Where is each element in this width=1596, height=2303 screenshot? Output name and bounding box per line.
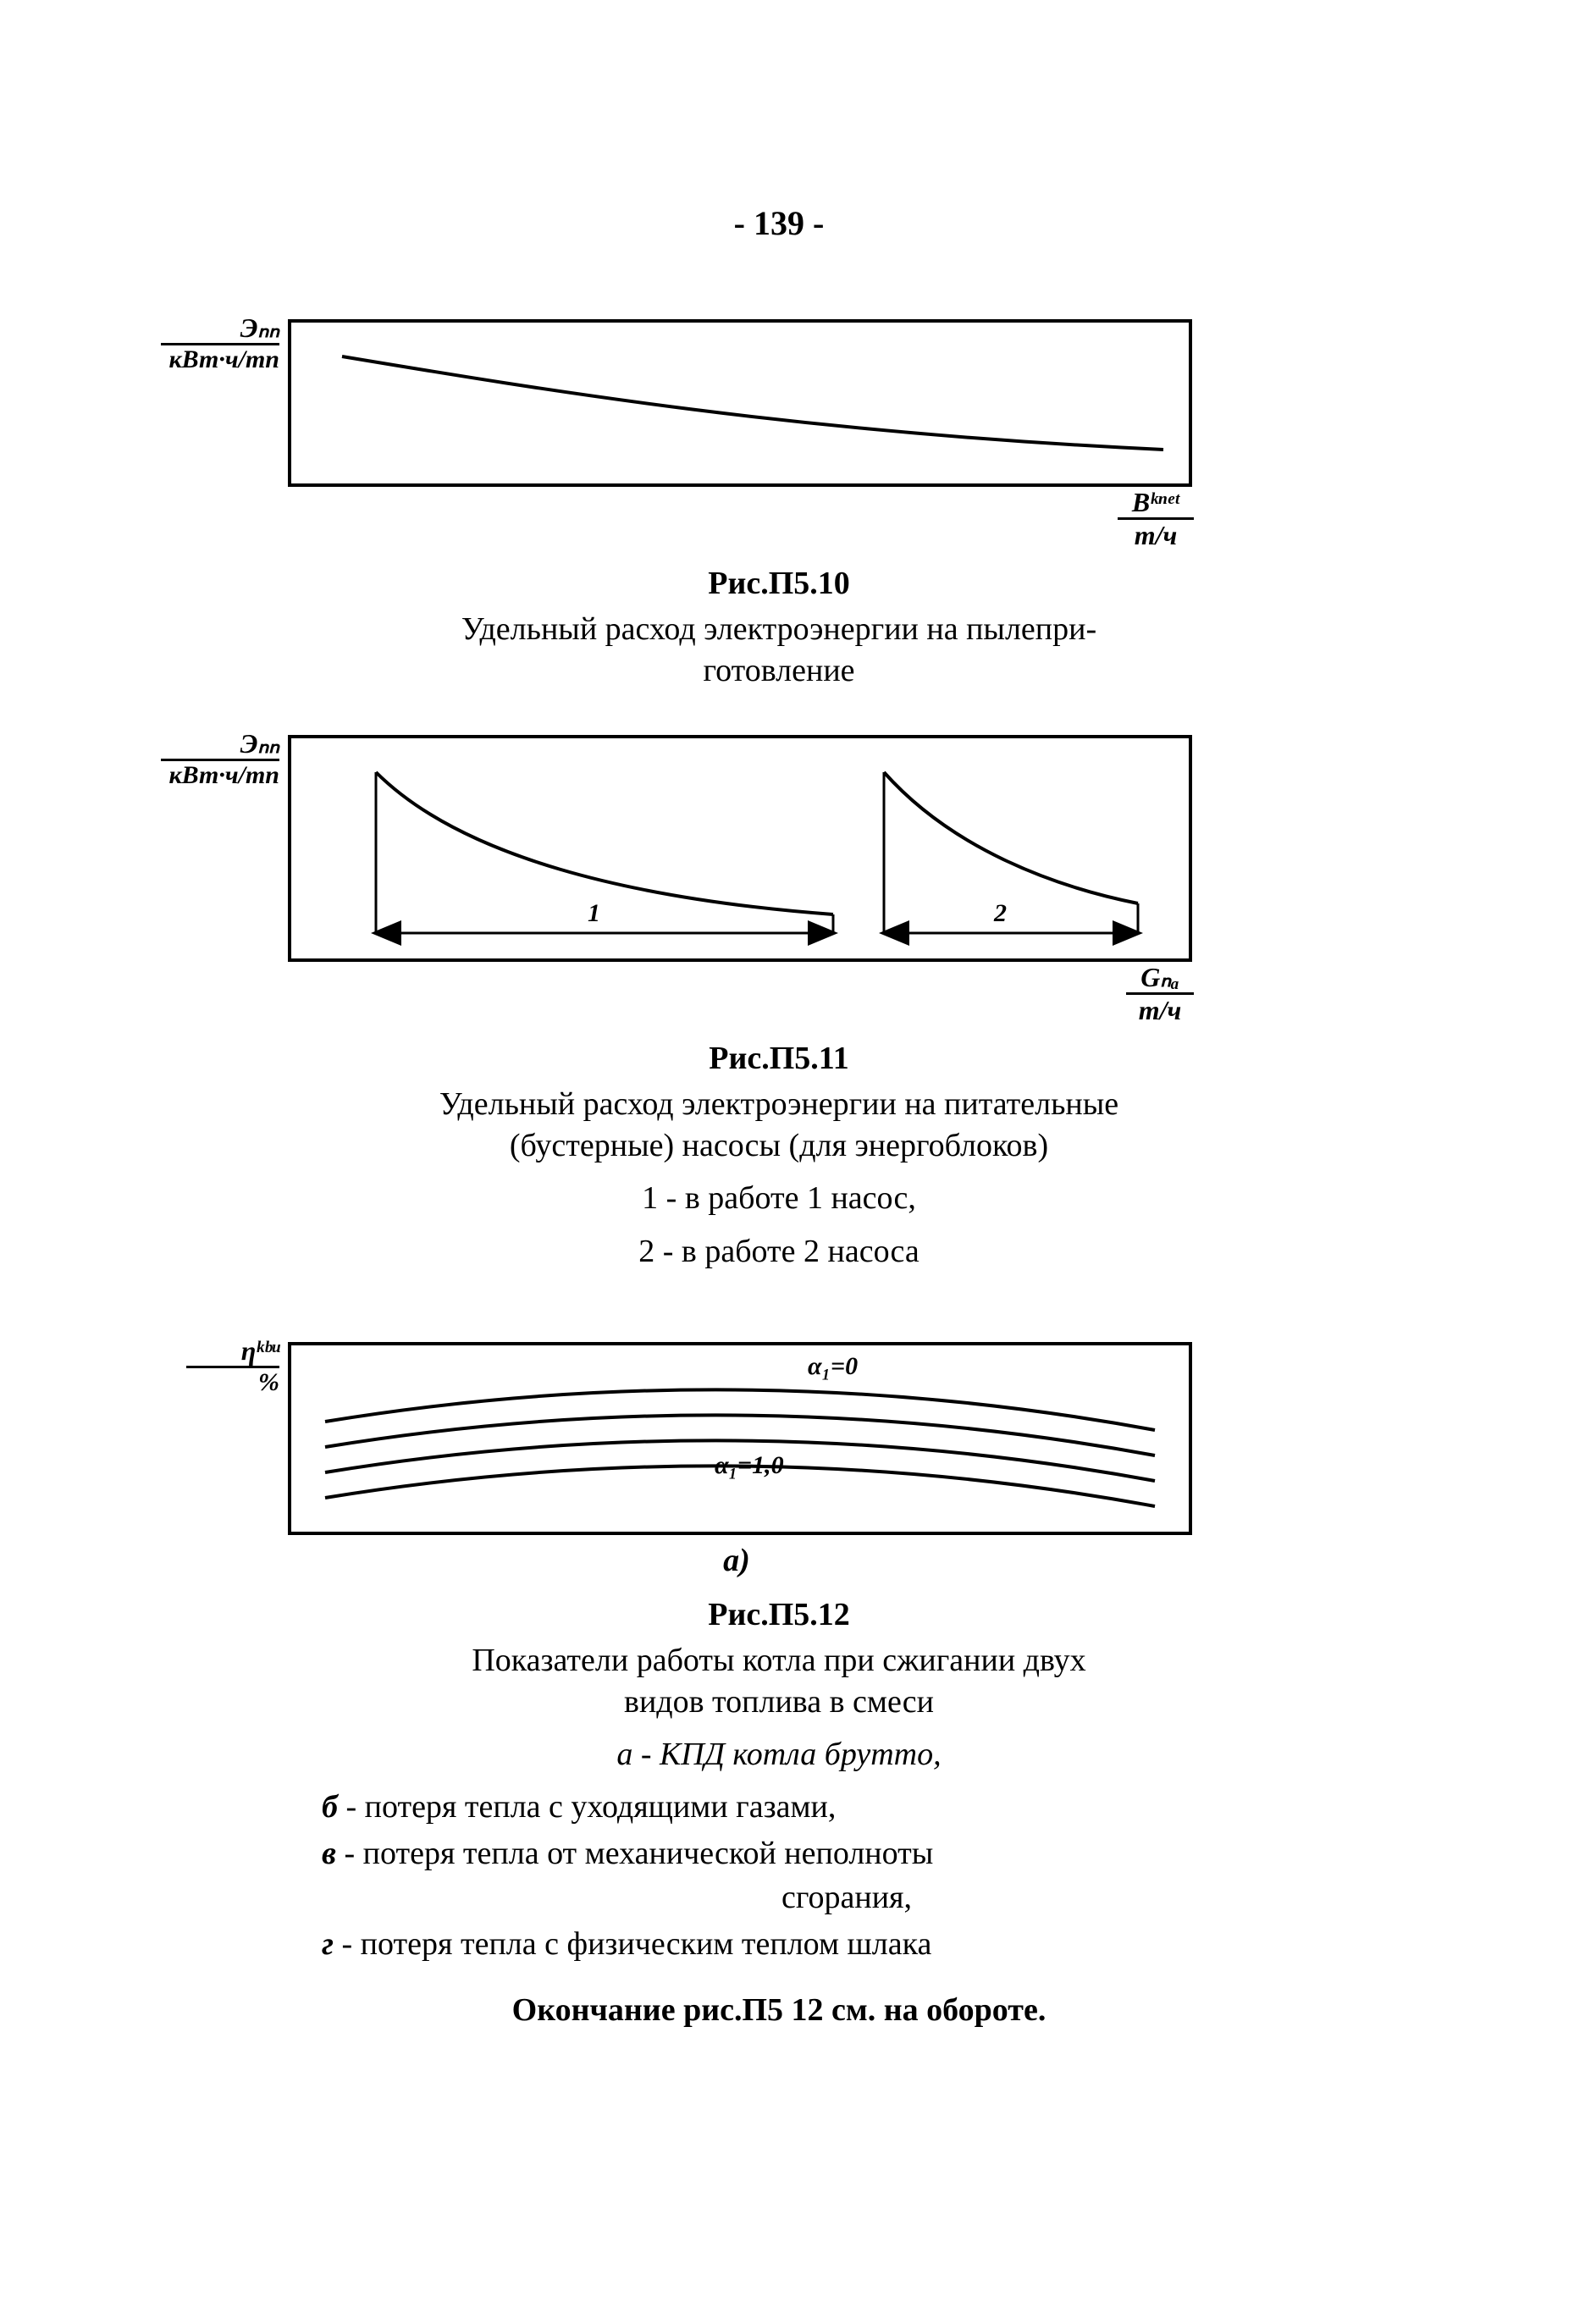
chart-11-wrap: Эₙₙ кВт·ч/тп: [288, 735, 1321, 1031]
chart-12-wrap: ηᵏᵇᵘ % α₁=0 α₁=1,0 a): [288, 1342, 1321, 1588]
x-label-bot: т/ч: [1126, 995, 1194, 1024]
chart-10-wrap: Эₙₙ кВт·ч/тп Вᵏⁿᵉᵗ т/ч: [288, 319, 1321, 556]
x-label-bot: т/ч: [1118, 520, 1194, 549]
legend-text: - потеря тепла с физическим теплом шлака: [342, 1926, 932, 1962]
fig-11-legend-1: 1 - в работе 1 насос,: [237, 1176, 1321, 1221]
fig-12-caption: Показатели работы котла при сжигании дву…: [237, 1640, 1321, 1724]
figure-p5-10: Эₙₙ кВт·ч/тп Вᵏⁿᵉᵗ т/ч Рис.П5.10 Удельны…: [237, 319, 1321, 693]
fig-10-title: Рис.П5.10: [237, 565, 1321, 602]
fig-11-legend-2: 2 - в работе 2 насоса: [237, 1229, 1321, 1274]
legend-item-g: г - потеря тепла с физическим теплом шла…: [322, 1923, 1321, 1966]
chart-12-label-top: α₁=0: [808, 1352, 858, 1381]
legend-item-b: б - потеря тепла с уходящими газами,: [322, 1786, 1321, 1829]
y-label-top: Эₙₙ: [161, 314, 279, 345]
chart-12-label-bot: α₁=1,0: [715, 1451, 784, 1480]
chart-12-sublabel: a): [288, 1540, 1185, 1582]
caption-line: Показатели работы котла при сжигании дву…: [472, 1643, 1085, 1678]
y-label-bot: кВт·ч/тп: [161, 761, 279, 788]
chart-12-y-label: ηᵏᵇᵘ %: [186, 1337, 279, 1395]
chart-10-svg: [291, 323, 1189, 483]
caption-line: Удельный расход электроэнергии на питате…: [439, 1086, 1118, 1122]
fig-12-legend-block: б - потеря тепла с уходящими газами, в -…: [322, 1786, 1321, 1966]
page: - 139 - Эₙₙ кВт·ч/тп Вᵏⁿᵉᵗ т/ч Рис.П5.10: [0, 0, 1596, 2303]
content-area: - 139 - Эₙₙ кВт·ч/тп Вᵏⁿᵉᵗ т/ч Рис.П5.10: [237, 203, 1321, 2063]
x-label-top: Gₙₐ: [1126, 964, 1194, 995]
legend-text: а - КПД котла брутто,: [616, 1737, 941, 1772]
fig-10-caption: Удельный расход электроэнергии на пылепр…: [237, 609, 1321, 693]
fig-11-caption: Удельный расход электроэнергии на питате…: [237, 1084, 1321, 1168]
chart-12-box: α₁=0 α₁=1,0: [288, 1342, 1192, 1535]
chart-10-box: [288, 319, 1192, 487]
chart-11-svg: [291, 738, 1189, 958]
figure-p5-11: Эₙₙ кВт·ч/тп: [237, 735, 1321, 1274]
caption-line: готовление: [703, 653, 854, 688]
page-number: - 139 -: [237, 203, 1321, 243]
y-label-top: ηᵏᵇᵘ: [186, 1337, 279, 1368]
fig-12-legend-a: а - КПД котла брутто,: [237, 1732, 1321, 1777]
chart-12-svg: [291, 1345, 1189, 1532]
chart-10-y-label: Эₙₙ кВт·ч/тп: [161, 314, 279, 373]
legend-item-v: в - потеря тепла от механической неполно…: [322, 1832, 1321, 1919]
fig-12-title: Рис.П5.12: [237, 1596, 1321, 1633]
caption-line: видов топлива в смеси: [624, 1684, 934, 1720]
caption-line: Удельный расход электроэнергии на пылепр…: [461, 611, 1096, 647]
chart-11-x-label: Gₙₐ т/ч: [1126, 964, 1194, 1024]
y-label-top: Эₙₙ: [161, 730, 279, 761]
legend-text: - потеря тепла от механической неполноты: [344, 1836, 933, 1871]
x-label-top: Вᵏⁿᵉᵗ: [1118, 489, 1194, 520]
chart-11-label-2: 2: [994, 899, 1007, 928]
y-label-bot: кВт·ч/тп: [161, 345, 279, 373]
chart-11-y-label: Эₙₙ кВт·ч/тп: [161, 730, 279, 788]
legend-text: - потеря тепла с уходящими газами,: [345, 1789, 836, 1825]
fig-11-title: Рис.П5.11: [237, 1040, 1321, 1077]
chart-10-x-label: Вᵏⁿᵉᵗ т/ч: [1118, 489, 1194, 549]
y-label-bot: %: [186, 1368, 279, 1395]
chart-11-box: 1 2: [288, 735, 1192, 962]
fig-12-footer: Окончание рис.П5 12 см. на обороте.: [237, 1991, 1321, 2029]
figure-p5-12: ηᵏᵇᵘ % α₁=0 α₁=1,0 a) Рис.П5.12 П: [237, 1342, 1321, 2029]
caption-line: (бустерные) насосы (для энергоблоков): [510, 1128, 1048, 1163]
legend-text-cont: сгорания,: [373, 1876, 1321, 1919]
chart-11-label-1: 1: [588, 899, 600, 928]
